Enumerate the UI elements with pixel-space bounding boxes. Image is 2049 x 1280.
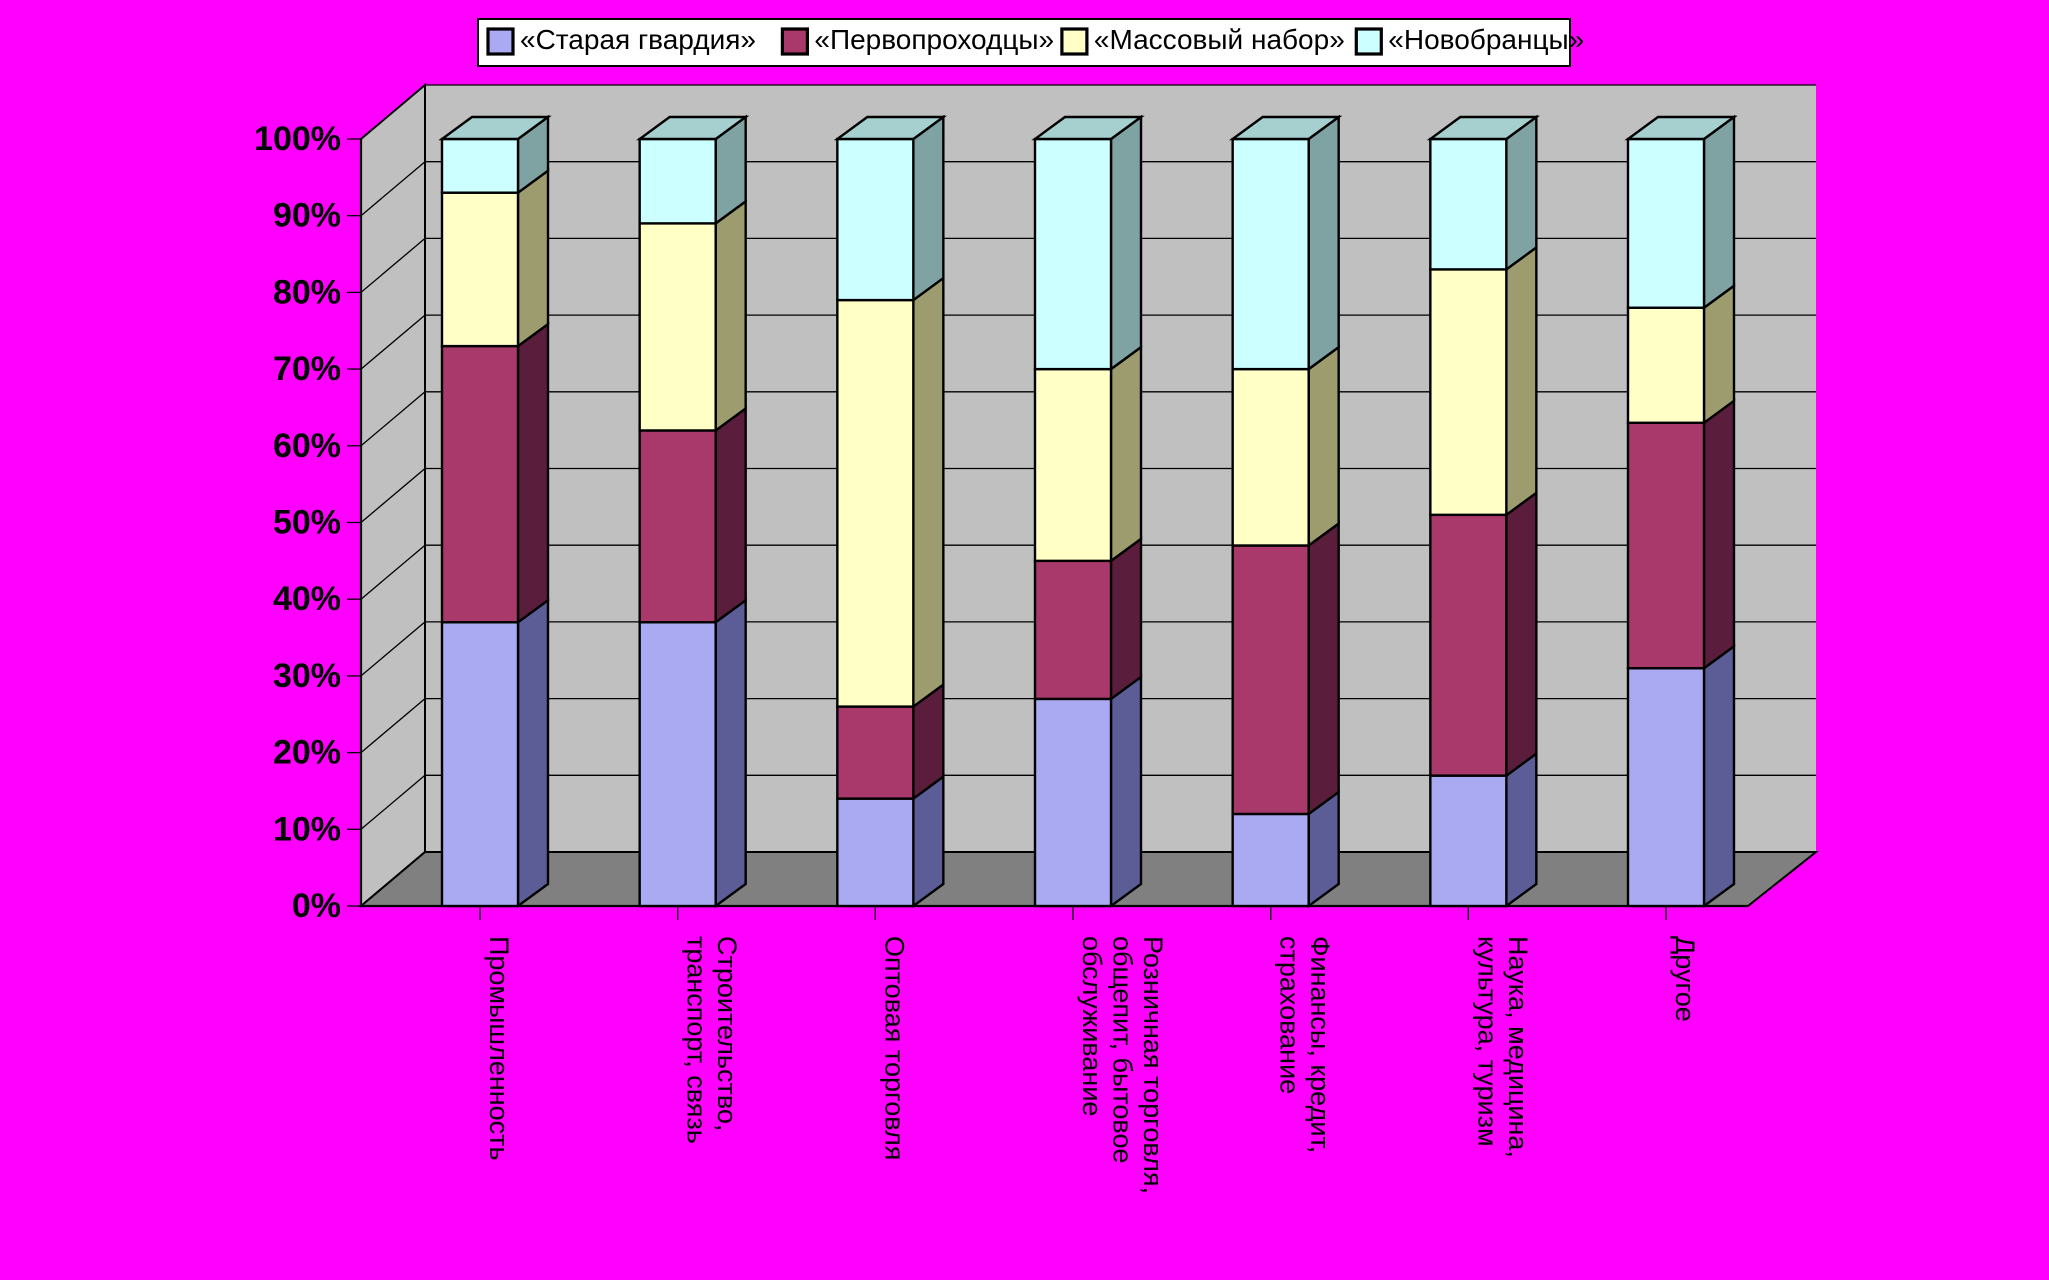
svg-text:100%: 100% bbox=[254, 120, 341, 158]
svg-text:0%: 0% bbox=[292, 887, 341, 925]
svg-text:90%: 90% bbox=[273, 197, 341, 235]
svg-text:80%: 80% bbox=[273, 273, 341, 311]
svg-text:Другое: Другое bbox=[1670, 936, 1700, 1022]
svg-text:50%: 50% bbox=[273, 504, 341, 542]
svg-text:60%: 60% bbox=[273, 427, 341, 465]
svg-text:обслуживание: обслуживание bbox=[1077, 936, 1107, 1116]
svg-text:Оптовая торговля: Оптовая торговля bbox=[879, 936, 909, 1160]
svg-text:10%: 10% bbox=[273, 810, 341, 848]
svg-text:Наука, медицина,: Наука, медицина, bbox=[1503, 936, 1533, 1158]
svg-text:Финансы, кредит,: Финансы, кредит, bbox=[1305, 936, 1335, 1153]
svg-text:страхование: страхование bbox=[1275, 936, 1305, 1094]
svg-text:культура, туризм: культура, туризм bbox=[1472, 936, 1502, 1147]
svg-text:транспорт, связь: транспорт, связь bbox=[682, 936, 712, 1144]
svg-text:Промышленность: Промышленность bbox=[484, 936, 514, 1161]
svg-text:общепит, бытовое: общепит, бытовое bbox=[1108, 936, 1138, 1164]
svg-text:40%: 40% bbox=[273, 580, 341, 618]
svg-text:30%: 30% bbox=[273, 657, 341, 695]
svg-text:70%: 70% bbox=[273, 350, 341, 388]
svg-text:«Массовый набор»: «Массовый набор» bbox=[1094, 24, 1345, 55]
svg-text:20%: 20% bbox=[273, 734, 341, 772]
svg-text:Строительство,: Строительство, bbox=[712, 936, 742, 1131]
svg-text:«Старая гвардия»: «Старая гвардия» bbox=[520, 24, 756, 55]
svg-text:«Новобранцы»: «Новобранцы» bbox=[1388, 24, 1584, 55]
svg-text:«Первопроходцы»: «Первопроходцы» bbox=[814, 24, 1054, 55]
svg-text:Розничная торговля,: Розничная торговля, bbox=[1138, 936, 1168, 1194]
